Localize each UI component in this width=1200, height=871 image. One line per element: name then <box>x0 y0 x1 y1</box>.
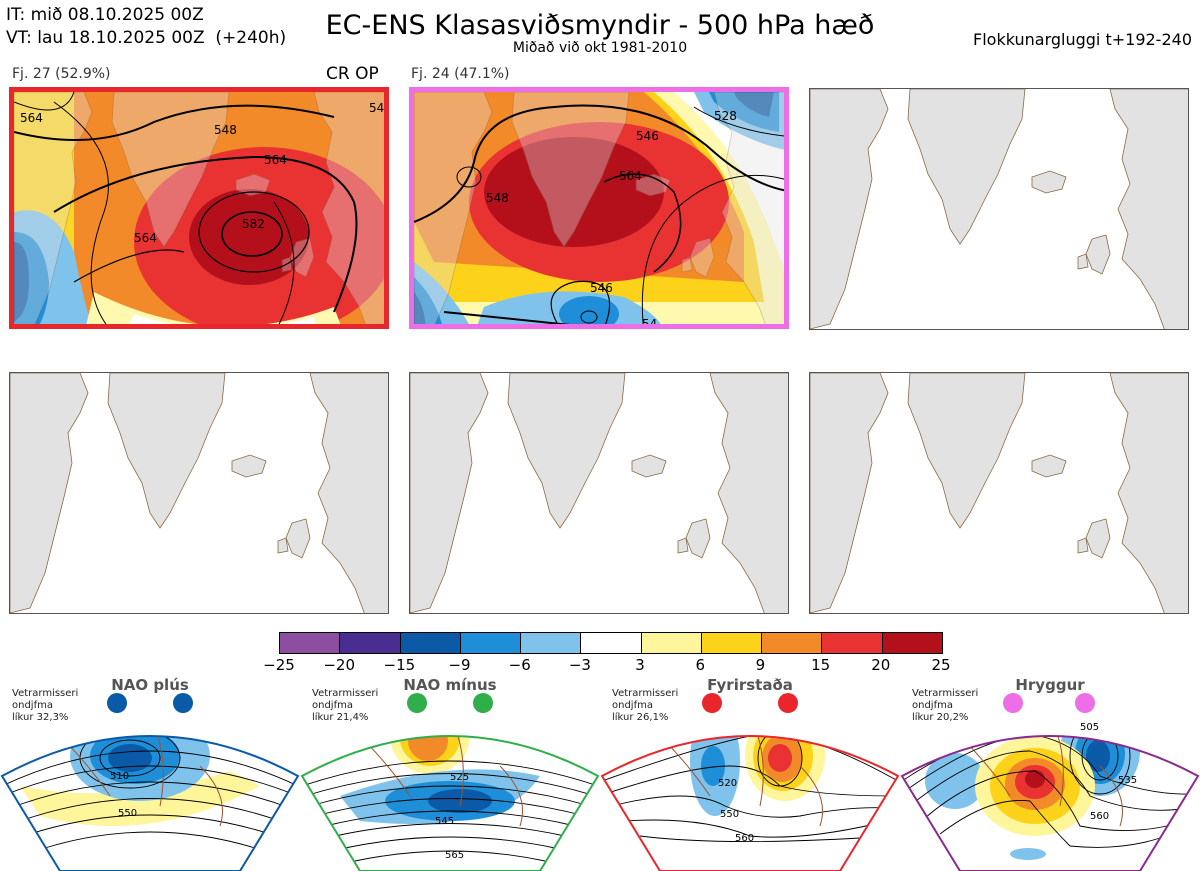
contour-label: 560 <box>735 833 754 844</box>
colorbar-tick-label: 3 <box>635 656 645 674</box>
contour-label: 54 <box>642 317 657 329</box>
page-subtitle: Miðað við okt 1981-2010 <box>512 40 688 56</box>
cluster-1-tag: CR OP <box>326 64 379 84</box>
regime-info: Vetrarmisseri ondjfma líkur 21,4% <box>312 688 378 724</box>
contour-label: 520 <box>718 778 737 789</box>
regime-probability: líkur 32,3% <box>12 712 69 723</box>
regime-blocking: Fyrirstaða Vetrarmisseri ondjfma líkur 2… <box>600 676 900 871</box>
regime-info: Vetrarmisseri ondjfma líkur 20,2% <box>912 688 978 724</box>
contour-label: 582 <box>242 217 265 231</box>
colorbar-segment <box>399 633 460 653</box>
regime-probability: líkur 26,1% <box>612 712 669 723</box>
header-info: IT: mið 08.10.2025 00Z VT: lau 18.10.202… <box>6 4 286 50</box>
regime-season: Vetrarmisseri <box>612 688 679 699</box>
regime-nao-plus: NAO plús Vetrarmisseri ondjfma líkur 32,… <box>0 676 300 871</box>
regime-probability: líkur 20,2% <box>912 712 969 723</box>
regime-probability: líkur 21,4% <box>312 712 369 723</box>
contour-label: 564 <box>20 111 43 125</box>
contour-label: 510 <box>110 771 129 782</box>
regime-nao-minus: NAO mínus Vetrarmisseri ondjfma líkur 21… <box>300 676 600 871</box>
regime-info: Vetrarmisseri ondjfma líkur 32,3% <box>12 688 78 724</box>
colorbar-segment <box>280 633 340 653</box>
valid-time: VT: lau 18.10.2025 00Z (+240h) <box>6 28 287 48</box>
regime-title: NAO mínus <box>403 676 497 694</box>
empty-cluster-panel <box>409 372 789 614</box>
contour-label: 525 <box>450 772 469 783</box>
colorbar-tick-label: −9 <box>448 656 471 674</box>
colorbar-tick-label: −3 <box>568 656 591 674</box>
regime-months: ondjfma <box>312 700 353 711</box>
anomaly-colorbar <box>279 632 943 654</box>
contour-label: 564 <box>134 231 157 245</box>
classification-window: Flokkunargluggi t+192-240 <box>973 30 1192 49</box>
contour-label: 564 <box>619 169 642 183</box>
contour-label: 546 <box>590 281 613 295</box>
colorbar-segment <box>520 633 581 653</box>
cluster-panel-2[interactable]: 528 546 548 564 546 54 <box>409 87 789 329</box>
colorbar-segment <box>700 633 762 653</box>
page-title: EC-ENS Klasasviðsmyndir - 500 hPa hæð <box>325 10 875 41</box>
cluster-1-label: Fj. 27 (52.9%) <box>12 66 111 82</box>
colorbar-tick-label: 25 <box>931 656 951 674</box>
contour-label: 545 <box>435 816 454 827</box>
empty-cluster-panel <box>9 372 389 614</box>
contour-label: 535 <box>1118 775 1137 786</box>
contour-label: 548 <box>486 191 509 205</box>
colorbar-tick-label: 6 <box>695 656 706 674</box>
colorbar-tick-label: −20 <box>323 656 355 674</box>
regime-title: NAO plús <box>111 676 189 694</box>
empty-cluster-panel <box>809 88 1189 330</box>
contour-label: 550 <box>118 808 137 819</box>
cluster-panel-1[interactable]: 548 564 564 582 564 54 <box>9 87 389 329</box>
colorbar-tick-label: 20 <box>871 656 891 674</box>
contour-label: 564 <box>264 153 287 167</box>
colorbar-segment <box>580 633 641 653</box>
colorbar-tick-label: −15 <box>383 656 416 674</box>
empty-cluster-panel <box>809 372 1189 614</box>
colorbar-segment <box>459 633 521 653</box>
colorbar-segment <box>640 633 701 653</box>
contour-label: 565 <box>445 850 464 861</box>
contour-label: 528 <box>714 109 737 123</box>
cluster-1-map: 548 564 564 582 564 54 <box>14 92 384 324</box>
regime-season: Vetrarmisseri <box>312 688 379 699</box>
colorbar-tick-label: 15 <box>811 656 831 674</box>
regime-months: ondjfma <box>912 700 953 711</box>
colorbar-segment <box>339 633 400 653</box>
regime-title: Hryggur <box>1015 676 1085 694</box>
contour-label: 560 <box>1090 811 1109 822</box>
colorbar-tick-label: −6 <box>508 656 531 674</box>
cluster-2-label: Fj. 24 (47.1%) <box>411 66 510 82</box>
regime-title: Fyrirstaða <box>707 676 793 694</box>
contour-label: 546 <box>636 129 659 143</box>
regime-season: Vetrarmisseri <box>12 688 79 699</box>
colorbar-tick-label: 9 <box>755 656 766 674</box>
colorbar-segment <box>881 633 942 653</box>
contour-label: 505 <box>1080 722 1099 733</box>
regime-info: Vetrarmisseri ondjfma líkur 26,1% <box>612 688 678 724</box>
colorbar-segment <box>761 633 822 653</box>
contour-label: 550 <box>720 809 739 820</box>
colorbar-segment <box>821 633 882 653</box>
cluster-2-map: 528 546 548 564 546 54 <box>414 92 784 329</box>
regime-ridge: Hryggur Vetrarmisseri ondjfma líkur 20,2… <box>900 676 1200 871</box>
colorbar-tick-label: −25 <box>263 656 295 674</box>
regime-season: Vetrarmisseri <box>912 688 979 699</box>
contour-label: 548 <box>214 123 237 137</box>
regime-months: ondjfma <box>12 700 53 711</box>
regime-months: ondjfma <box>612 700 653 711</box>
contour-label: 54 <box>369 101 384 115</box>
init-time: IT: mið 08.10.2025 00Z <box>6 5 204 25</box>
